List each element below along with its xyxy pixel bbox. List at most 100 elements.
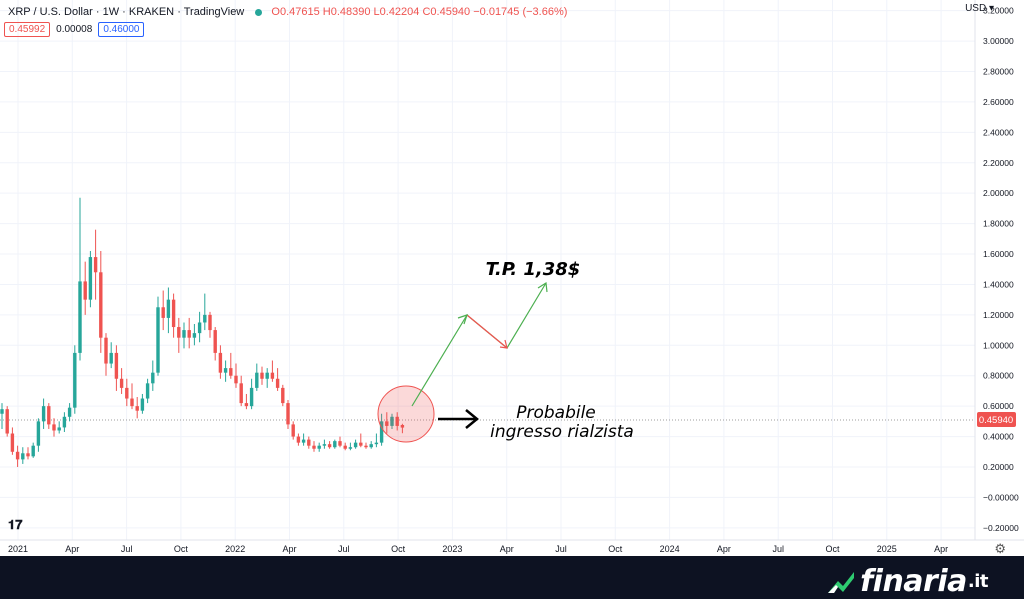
candle-body <box>73 352 77 408</box>
x-tick-label: Apr <box>282 544 296 554</box>
candle-body <box>265 372 269 379</box>
y-tick-label: 1.60000 <box>983 249 1014 259</box>
currency-label: USD <box>965 3 987 14</box>
x-tick-label: Jul <box>121 544 133 554</box>
projection-path-up <box>411 282 547 407</box>
candle-body <box>130 398 134 407</box>
spread-value: 0.00008 <box>56 24 93 35</box>
y-tick-label: −0.00000 <box>983 492 1019 502</box>
y-tick-label: 1.80000 <box>983 219 1014 229</box>
projection-path-down <box>466 314 508 349</box>
ask-button[interactable]: 0.46000 <box>98 22 145 37</box>
x-tick-label: 2022 <box>225 544 245 554</box>
candle-body <box>21 453 25 460</box>
candle-body <box>249 387 254 407</box>
y-tick-label: −0.20000 <box>983 523 1019 533</box>
candle-body <box>83 281 87 300</box>
symbol-name[interactable]: XRP / U.S. Dollar <box>8 6 93 18</box>
candle-body <box>0 409 4 414</box>
y-tick-label: 2.60000 <box>983 97 1014 107</box>
last-price-label: 0.45940 <box>979 415 1013 426</box>
candle-body <box>260 372 264 379</box>
x-tick-label: 2023 <box>442 544 462 554</box>
candle-body <box>114 352 119 379</box>
candle-body <box>104 337 108 364</box>
bid-button[interactable]: 0.45992 <box>4 22 51 37</box>
candle-body <box>333 441 337 448</box>
y-tick-label: 3.00000 <box>983 36 1014 46</box>
candle-body <box>151 372 155 384</box>
candle-body <box>286 403 290 425</box>
exchange: KRAKEN <box>128 6 175 18</box>
candle-body <box>31 445 35 457</box>
x-axis[interactable]: 2021 Apr Jul Oct 2022 Apr Jul Oct 2023 Apr Jul Oct 2… <box>8 544 948 554</box>
tradingview-logo-icon[interactable]: 𝟏𝟕 <box>8 518 23 533</box>
candle-body <box>218 352 223 373</box>
candle-body <box>15 451 20 460</box>
x-tick-label: Apr <box>934 544 948 554</box>
x-tick-label: Oct <box>174 544 189 554</box>
candle-body <box>135 406 139 411</box>
candle-body <box>125 387 129 399</box>
candle-body <box>88 257 93 300</box>
interval[interactable]: 1W <box>102 6 120 18</box>
candle-body <box>312 445 316 449</box>
candle-body <box>36 421 41 446</box>
x-tick-label: 2024 <box>660 544 680 554</box>
candle-body <box>322 444 327 446</box>
candle-body <box>327 444 332 448</box>
candle-body <box>359 442 363 446</box>
candle-body <box>26 453 30 457</box>
x-tick-label: 2021 <box>8 544 28 554</box>
candle-body <box>229 368 233 376</box>
candle-body <box>145 383 150 399</box>
candle-body <box>57 427 61 431</box>
arrow-head-down <box>499 339 508 349</box>
currency-selector[interactable]: USD ▾ <box>965 3 994 14</box>
candle-body <box>369 444 373 448</box>
candle-body <box>307 439 311 446</box>
brand-suffix: .it <box>967 571 989 592</box>
candle-body <box>47 406 51 425</box>
candle-body <box>109 352 113 364</box>
ohlc-values: O0.47615 H0.48390 L0.42204 C0.45940 −0.0… <box>271 6 568 18</box>
candle-body <box>223 368 228 373</box>
candle-body <box>187 330 191 338</box>
finaria-logo-icon <box>828 571 855 593</box>
data-source: TradingView <box>183 6 245 18</box>
y-tick-label: 0.40000 <box>983 432 1014 442</box>
candle-body <box>62 416 67 428</box>
x-tick-label: Jul <box>555 544 567 554</box>
y-tick-label: 2.40000 <box>983 127 1014 137</box>
x-tick-label: Oct <box>608 544 623 554</box>
candle-body <box>140 398 145 411</box>
candle-body <box>281 387 285 404</box>
entry-zone-circle <box>377 385 435 443</box>
y-axis[interactable]: 3.20000 3.00000 2.80000 2.60000 2.40000 2.200… <box>983 6 1019 533</box>
y-tick-label: 0.20000 <box>983 462 1014 472</box>
price-chart[interactable]: 3.20000 3.00000 2.80000 2.60000 2.40000 2.200… <box>0 0 1024 556</box>
x-tick-label: Apr <box>717 544 731 554</box>
candle-body <box>208 314 212 331</box>
candle-body <box>343 445 347 449</box>
candle-body <box>177 327 181 338</box>
candle-body <box>182 330 186 338</box>
entry-annotation-line1: Probabile <box>516 403 596 423</box>
gear-icon[interactable]: ⚙ <box>994 541 1006 556</box>
y-tick-label: 0.80000 <box>983 371 1014 381</box>
y-tick-label: 1.00000 <box>983 340 1014 350</box>
x-tick-label: Apr <box>65 544 79 554</box>
candle-body <box>255 372 259 388</box>
y-tick-label: 1.40000 <box>983 279 1014 289</box>
arrow-head-up-1 <box>457 314 468 325</box>
candle-body <box>291 424 295 437</box>
candle-body <box>192 333 197 338</box>
candle-body <box>234 375 238 384</box>
candlestick-series <box>0 197 405 467</box>
candle-body <box>275 378 280 388</box>
y-tick-label: 2.00000 <box>983 188 1014 198</box>
candle-body <box>296 436 301 443</box>
candle-body <box>78 281 82 353</box>
candle-body <box>67 407 72 417</box>
x-tick-label: Apr <box>500 544 514 554</box>
